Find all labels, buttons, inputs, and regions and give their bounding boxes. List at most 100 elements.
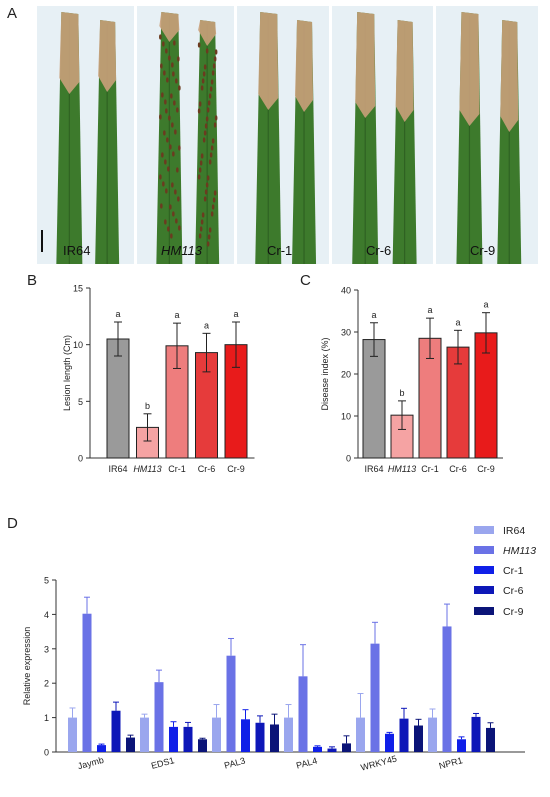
significance-letter: a	[427, 305, 432, 315]
legend-label: Cr-6	[503, 585, 524, 597]
y-axis-label: Relative expression	[22, 627, 32, 706]
panel-letter-d: D	[7, 515, 18, 532]
disease-spot	[162, 181, 165, 187]
legend-label: Cr-9	[503, 606, 524, 618]
disease-spot	[159, 174, 162, 180]
photo-label: Cr-9	[470, 243, 496, 258]
disease-spot	[174, 189, 177, 195]
disease-spot	[204, 189, 208, 195]
y-tick-label: 3	[44, 644, 49, 654]
disease-spot	[205, 182, 209, 188]
disease-spot	[205, 116, 209, 122]
bar	[183, 726, 193, 752]
leaf-image	[255, 12, 317, 264]
x-tick-label: Cr-9	[227, 464, 245, 474]
disease-spot	[171, 122, 174, 128]
x-tick-label: IR64	[108, 464, 127, 474]
legend-label: HM113	[503, 545, 536, 557]
disease-spot	[166, 137, 169, 143]
leaf-photo-2: HM113	[137, 6, 234, 264]
disease-index-chart: 0 10 20 30 40 Disease index (%) a IR64 b HM113 a Cr…	[320, 286, 503, 474]
significance-letter: a	[371, 310, 376, 320]
disease-spot	[207, 234, 211, 240]
x-tick-label: NPR1	[438, 755, 464, 771]
legend-label: IR64	[503, 525, 525, 537]
y-tick-label: 5	[44, 576, 49, 586]
scale-bar	[41, 230, 43, 252]
significance-letter: a	[483, 300, 488, 310]
disease-spot	[175, 78, 178, 84]
leaf-photo-3: Cr-1	[237, 6, 329, 264]
disease-spot	[207, 100, 211, 106]
y-tick-label: 4	[44, 610, 49, 620]
disease-spot	[212, 197, 216, 203]
disease-spot	[166, 77, 169, 83]
disease-spot	[171, 62, 174, 68]
disease-spot	[164, 159, 167, 165]
disease-spot	[208, 227, 212, 233]
panel-letter-a: A	[7, 5, 18, 22]
photo-label: HM113	[161, 243, 202, 258]
lesion-area	[395, 20, 414, 122]
y-tick-label: 30	[341, 328, 351, 338]
y-tick-label: 0	[44, 748, 49, 758]
bar	[327, 748, 337, 752]
disease-spot	[210, 211, 214, 217]
disease-spot	[212, 63, 216, 69]
disease-spot	[164, 99, 167, 105]
disease-spot	[172, 211, 175, 217]
x-tick-label: Cr-1	[421, 464, 439, 474]
disease-spot	[165, 48, 168, 54]
significance-letter: b	[145, 401, 150, 411]
x-tick-label: PAL3	[223, 756, 246, 771]
lesion-length-chart: 0 5 10 15 Lesion length (Cm) a IR64 b HM113 a Cr-1…	[62, 284, 255, 474]
x-tick-label: Jaymb	[77, 755, 105, 772]
panel-letter-b: B	[27, 272, 38, 289]
disease-spot	[199, 226, 203, 232]
disease-spot	[214, 115, 218, 121]
disease-spot	[178, 145, 181, 151]
disease-spot	[211, 204, 215, 210]
disease-spot	[210, 145, 214, 151]
disease-spot	[172, 151, 175, 157]
bar	[399, 718, 409, 752]
disease-spot	[170, 233, 173, 239]
bar	[356, 717, 365, 752]
y-tick-label: 0	[78, 454, 83, 464]
disease-spot	[213, 190, 217, 196]
bar	[342, 743, 351, 752]
leaf-photo-5: Cr-9	[436, 6, 538, 264]
legend-swatch	[474, 546, 494, 554]
y-tick-label: 5	[78, 397, 83, 407]
disease-spot	[176, 107, 179, 113]
y-axis-label: Lesion length (Cm)	[62, 335, 72, 411]
disease-spot	[202, 71, 206, 77]
y-tick-label: 0	[346, 454, 351, 464]
x-tick-label: IR64	[364, 464, 383, 474]
disease-spot	[206, 175, 210, 181]
bar	[457, 739, 466, 752]
lesion-area	[59, 12, 80, 94]
bar	[370, 643, 380, 752]
bar	[226, 655, 236, 752]
significance-letter: a	[174, 310, 179, 320]
disease-spot	[159, 114, 162, 120]
disease-spot	[173, 40, 176, 46]
lesion-area	[355, 12, 376, 118]
y-tick-label: 20	[341, 370, 351, 380]
disease-spot	[201, 212, 205, 218]
bar	[154, 682, 164, 752]
bar	[82, 613, 92, 752]
disease-spot	[198, 233, 202, 239]
disease-spot	[198, 101, 202, 107]
disease-spot	[197, 108, 201, 114]
lesion-area	[198, 20, 217, 46]
disease-spot	[161, 152, 164, 158]
disease-spot	[201, 78, 205, 84]
bar	[126, 737, 135, 752]
disease-spot	[209, 152, 213, 158]
legend-label: Cr-1	[503, 565, 524, 577]
disease-spot	[162, 41, 165, 47]
x-tick-label: Cr-6	[449, 464, 467, 474]
disease-spot	[209, 86, 213, 92]
